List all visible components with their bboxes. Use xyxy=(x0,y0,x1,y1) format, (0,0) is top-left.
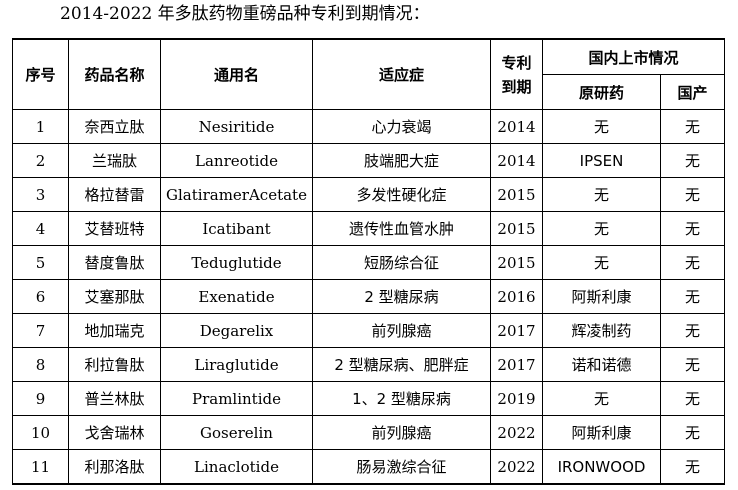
table-row: 6 艾塞那肽 Exenatide 2 型糖尿病 2016 阿斯利康无 xyxy=(12,279,726,314)
cell-indication: 肠易激综合征 xyxy=(312,449,491,485)
table-row: 4 艾替班特 Icatibant 遗传性血管水肿 2015 无无 xyxy=(12,211,726,246)
cell-index: 10 xyxy=(12,415,69,450)
cell-domestic: 无 xyxy=(659,449,726,485)
cell-originator: IPSEN xyxy=(542,143,661,178)
cell-index: 9 xyxy=(12,381,69,416)
cell-domestic: 无 xyxy=(659,313,726,348)
table-row: 10 戈舍瑞林 Goserelin 前列腺癌 2022 阿斯利康无 xyxy=(12,415,726,450)
cell-indication: 2 型糖尿病 xyxy=(312,279,491,314)
cell-drug-name: 艾替班特 xyxy=(68,211,161,246)
cell-indication: 短肠综合征 xyxy=(312,245,491,280)
cell-index: 5 xyxy=(12,245,69,280)
cell-domestic: 无 xyxy=(659,381,726,416)
cell-drug-name: 戈舍瑞林 xyxy=(68,415,161,450)
cell-patent-year: 2014 xyxy=(490,109,543,144)
cell-indication: 肢端肥大症 xyxy=(312,143,491,178)
cell-patent-year: 2015 xyxy=(490,245,543,280)
cell-drug-name: 利拉鲁肽 xyxy=(68,347,161,382)
cell-generic-name: Pramlintide xyxy=(160,381,313,416)
cell-index: 1 xyxy=(12,109,69,144)
cell-originator: 无 xyxy=(542,177,661,212)
cell-index: 4 xyxy=(12,211,69,246)
table-row: 7 地加瑞克 Degarelix 前列腺癌 2017 辉凌制药无 xyxy=(12,313,726,348)
cell-patent-year: 2015 xyxy=(490,211,543,246)
cell-indication: 前列腺癌 xyxy=(312,415,491,450)
cell-originator: 阿斯利康 xyxy=(542,415,661,450)
cell-generic-name: Lanreotide xyxy=(160,143,313,178)
cell-index: 8 xyxy=(12,347,69,382)
cell-drug-name: 替度鲁肽 xyxy=(68,245,161,280)
cell-indication: 2 型糖尿病、肥胖症 xyxy=(312,347,491,382)
cell-index: 3 xyxy=(12,177,69,212)
cell-generic-name: Teduglutide xyxy=(160,245,313,280)
cell-originator: IRONWOOD xyxy=(542,449,661,485)
cell-patent-year: 2022 xyxy=(490,449,543,485)
cell-generic-name: GlatiramerAcetate xyxy=(160,177,313,212)
cell-indication: 多发性硬化症 xyxy=(312,177,491,212)
table-row: 1 奈西立肽 Nesiritide 心力衰竭 2014 无无 xyxy=(12,109,726,144)
header-index: 序号 xyxy=(12,38,69,110)
cell-originator: 无 xyxy=(542,109,661,144)
cell-indication: 前列腺癌 xyxy=(312,313,491,348)
header-domestic-market: 国内上市情况 xyxy=(541,38,726,75)
cell-generic-name: Icatibant xyxy=(160,211,313,246)
cell-drug-name: 兰瑞肽 xyxy=(68,143,161,178)
cell-patent-year: 2019 xyxy=(490,381,543,416)
patent-expiry-table: 序号 药品名称 通用名 适应症 专利 到期 国内上市情况 原研药 国产 1 奈西立肽… xyxy=(12,38,726,485)
table-row: 3 格拉替雷 GlatiramerAcetate 多发性硬化症 2015 无无 xyxy=(12,177,726,212)
cell-generic-name: Linaclotide xyxy=(160,449,313,485)
cell-indication: 遗传性血管水肿 xyxy=(312,211,491,246)
cell-generic-name: Exenatide xyxy=(160,279,313,314)
table-row: 11 利那洛肽 Linaclotide 肠易激综合征 2022 IRONWOOD 无 xyxy=(12,449,726,485)
cell-indication: 1、2 型糖尿病 xyxy=(312,381,491,416)
cell-originator: 无 xyxy=(542,245,661,280)
cell-domestic: 无 xyxy=(659,177,726,212)
table-row: 8 利拉鲁肽 Liraglutide 2 型糖尿病、肥胖症 2017 诺和诺德无 xyxy=(12,347,726,382)
table-row: 5 替度鲁肽 Teduglutide 短肠综合征 2015 无无 xyxy=(12,245,726,280)
cell-domestic: 无 xyxy=(659,109,726,144)
cell-originator: 无 xyxy=(542,381,661,416)
cell-drug-name: 地加瑞克 xyxy=(68,313,161,348)
cell-patent-year: 2022 xyxy=(490,415,543,450)
cell-drug-name: 奈西立肽 xyxy=(68,109,161,144)
cell-domestic: 无 xyxy=(659,415,726,450)
header-patent-expiry: 专利 到期 xyxy=(490,38,543,110)
cell-originator: 辉凌制药 xyxy=(542,313,661,348)
cell-drug-name: 艾塞那肽 xyxy=(68,279,161,314)
header-originator: 原研药 xyxy=(542,74,661,110)
cell-indication: 心力衰竭 xyxy=(312,109,491,144)
cell-generic-name: Nesiritide xyxy=(160,109,313,144)
header-domestic: 国产 xyxy=(659,74,726,110)
cell-drug-name: 格拉替雷 xyxy=(68,177,161,212)
cell-patent-year: 2017 xyxy=(490,313,543,348)
cell-index: 6 xyxy=(12,279,69,314)
cell-drug-name: 利那洛肽 xyxy=(68,449,161,485)
cell-patent-year: 2016 xyxy=(490,279,543,314)
cell-domestic: 无 xyxy=(659,245,726,280)
cell-generic-name: Degarelix xyxy=(160,313,313,348)
table-row: 9 普兰林肽 Pramlintide 1、2 型糖尿病 2019 无无 xyxy=(12,381,726,416)
cell-patent-year: 2017 xyxy=(490,347,543,382)
cell-originator: 诺和诺德 xyxy=(542,347,661,382)
cell-generic-name: Liraglutide xyxy=(160,347,313,382)
table-caption: 2014-2022 年多肽药物重磅品种专利到期情况： xyxy=(60,4,430,24)
table-row: 2 兰瑞肽 Lanreotide 肢端肥大症 2014 IPSEN 无 xyxy=(12,143,726,178)
cell-domestic: 无 xyxy=(659,279,726,314)
cell-index: 2 xyxy=(12,143,69,178)
cell-patent-year: 2014 xyxy=(490,143,543,178)
cell-originator: 阿斯利康 xyxy=(542,279,661,314)
cell-domestic: 无 xyxy=(659,347,726,382)
cell-drug-name: 普兰林肽 xyxy=(68,381,161,416)
header-generic-name: 通用名 xyxy=(160,38,313,110)
header-drug-name: 药品名称 xyxy=(68,38,161,110)
cell-index: 7 xyxy=(12,313,69,348)
table-body: 1 奈西立肽 Nesiritide 心力衰竭 2014 无无 2 兰瑞肽 Lanreotide 肢… xyxy=(12,109,726,485)
cell-domestic: 无 xyxy=(659,211,726,246)
cell-index: 11 xyxy=(12,449,69,485)
cell-generic-name: Goserelin xyxy=(160,415,313,450)
cell-domestic: 无 xyxy=(659,143,726,178)
header-indication: 适应症 xyxy=(312,38,491,110)
cell-originator: 无 xyxy=(542,211,661,246)
cell-patent-year: 2015 xyxy=(490,177,543,212)
